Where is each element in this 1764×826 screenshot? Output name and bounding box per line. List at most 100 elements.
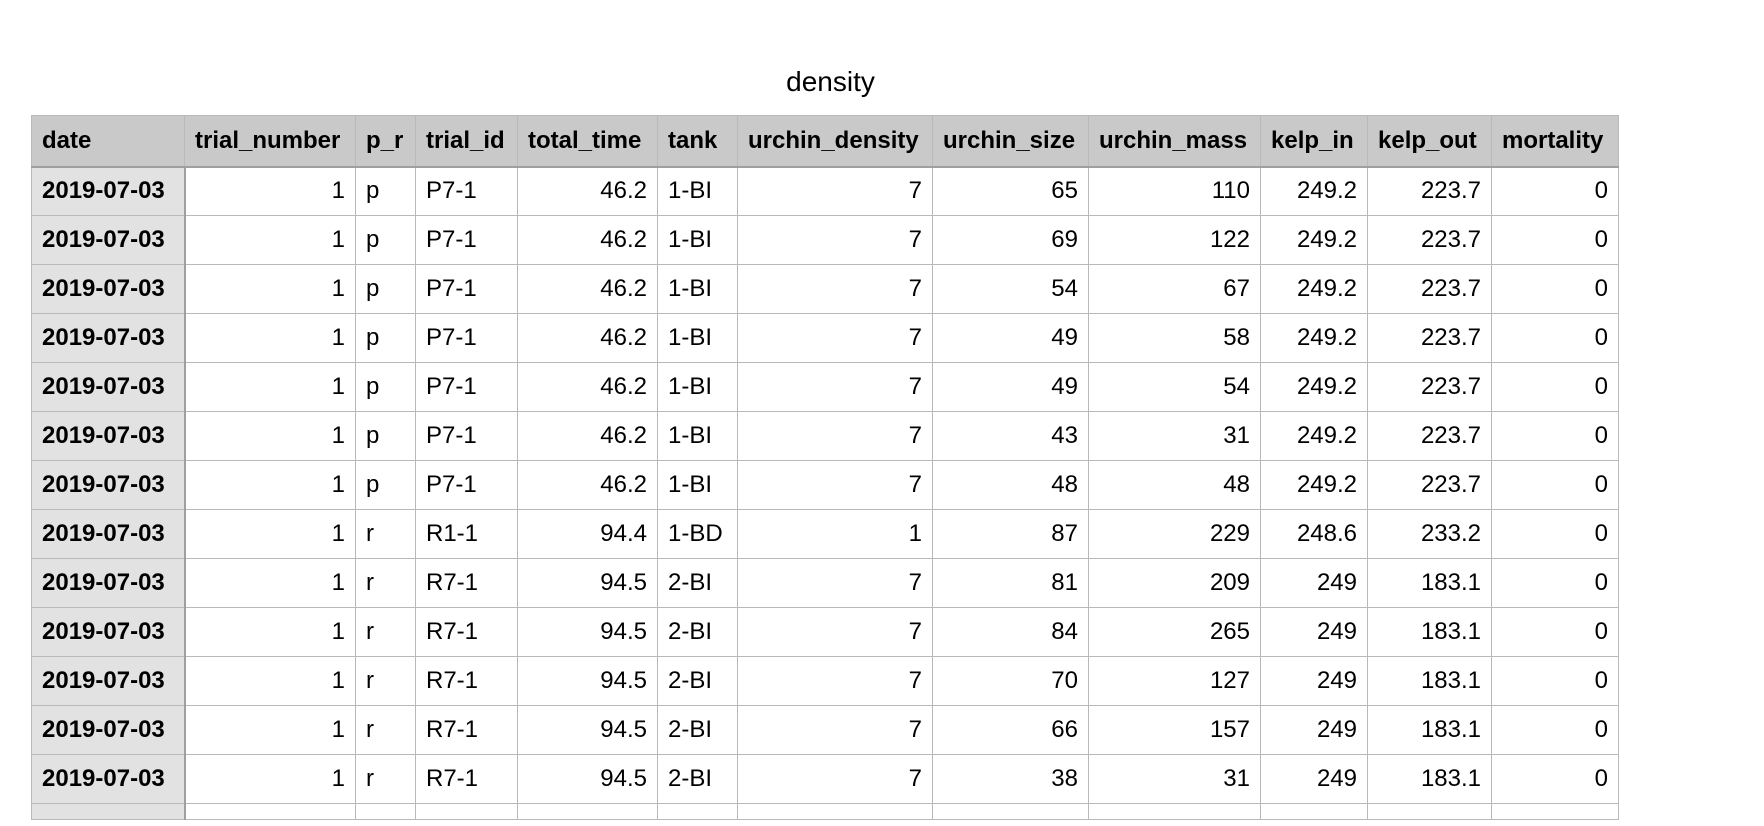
cell-tank[interactable]: 2-BI: [657, 754, 738, 804]
cell-total-time[interactable]: 94.4: [517, 509, 658, 559]
cell-date[interactable]: 2019-07-03: [31, 607, 186, 657]
cell-urchin-density[interactable]: 7: [737, 215, 933, 265]
cell-kelp-in[interactable]: 249: [1260, 754, 1368, 804]
cell-kelp-out[interactable]: 183.1: [1367, 656, 1492, 706]
cell-urchin-mass[interactable]: 31: [1088, 411, 1261, 461]
cell-urchin-mass[interactable]: 122: [1088, 215, 1261, 265]
cell-urchin-mass[interactable]: 265: [1088, 607, 1261, 657]
cell-kelp-in[interactable]: 249.2: [1260, 264, 1368, 314]
cell-date[interactable]: 2019-07-03: [31, 264, 186, 314]
cell-urchin-density[interactable]: 7: [737, 166, 933, 216]
cell-kelp-in[interactable]: 249.2: [1260, 215, 1368, 265]
cell-urchin-size[interactable]: 66: [932, 705, 1089, 755]
cell-trial-number[interactable]: 1: [184, 705, 356, 755]
cell-kelp-in[interactable]: 249.2: [1260, 166, 1368, 216]
cell-urchin-mass[interactable]: 209: [1088, 558, 1261, 608]
cell-urchin-size[interactable]: 69: [932, 215, 1089, 265]
cell-date[interactable]: 2019-07-03: [31, 215, 186, 265]
cell-tank[interactable]: 2-BI: [657, 656, 738, 706]
cell-urchin-mass[interactable]: 127: [1088, 656, 1261, 706]
cell-kelp-out[interactable]: 223.7: [1367, 362, 1492, 412]
cell-p-r[interactable]: r: [355, 705, 416, 755]
cell-trial-number[interactable]: 1: [184, 607, 356, 657]
cell-tank[interactable]: 2-BI: [657, 705, 738, 755]
cell-trial-id[interactable]: P7-1: [415, 411, 518, 461]
cell-trial-id[interactable]: P7-1: [415, 362, 518, 412]
cell-mortality[interactable]: 0: [1491, 558, 1619, 608]
cell-total-time[interactable]: 46.2: [517, 264, 658, 314]
column-header-trial-id[interactable]: trial_id: [415, 115, 518, 168]
cell-urchin-size[interactable]: 43: [932, 411, 1089, 461]
cell-date[interactable]: 2019-07-03: [31, 411, 186, 461]
cell-p-r[interactable]: p: [355, 411, 416, 461]
cell-total-time[interactable]: 94.5: [517, 558, 658, 608]
cell-trial-id[interactable]: R7-1: [415, 705, 518, 755]
cell-kelp-in[interactable]: 249.2: [1260, 362, 1368, 412]
cell-urchin-size[interactable]: 65: [932, 166, 1089, 216]
cell-urchin-density[interactable]: 7: [737, 754, 933, 804]
cell-tank[interactable]: 1-BI: [657, 313, 738, 363]
cell-trial-number[interactable]: 1: [184, 754, 356, 804]
column-header-kelp-out[interactable]: kelp_out: [1367, 115, 1492, 168]
cell-date[interactable]: 2019-07-03: [31, 166, 186, 216]
cell-urchin-mass[interactable]: 67: [1088, 264, 1261, 314]
cell-trial-id[interactable]: P7-1: [415, 215, 518, 265]
cell-p-r[interactable]: p: [355, 264, 416, 314]
cell-kelp-out[interactable]: 233.2: [1367, 509, 1492, 559]
cell-tank[interactable]: 1-BD: [657, 509, 738, 559]
cell-urchin-size[interactable]: 70: [932, 656, 1089, 706]
cell-tank[interactable]: 1-BI: [657, 411, 738, 461]
cell-total-time[interactable]: 46.2: [517, 362, 658, 412]
cell-tank[interactable]: 1-BI: [657, 264, 738, 314]
cell-trial-id[interactable]: R7-1: [415, 607, 518, 657]
cell-urchin-density[interactable]: 7: [737, 705, 933, 755]
cell-mortality[interactable]: 0: [1491, 509, 1619, 559]
cell-tank[interactable]: 1-BI: [657, 460, 738, 510]
cell-date[interactable]: 2019-07-03: [31, 558, 186, 608]
cell-p-r[interactable]: r: [355, 509, 416, 559]
cell-kelp-in[interactable]: 249: [1260, 558, 1368, 608]
cell-mortality[interactable]: 0: [1491, 705, 1619, 755]
cell-urchin-size[interactable]: 49: [932, 362, 1089, 412]
column-header-date[interactable]: date: [31, 115, 185, 168]
cell-urchin-density[interactable]: 7: [737, 362, 933, 412]
cell-urchin-density[interactable]: 7: [737, 264, 933, 314]
cell-urchin-density[interactable]: 1: [737, 509, 933, 559]
column-header-urchin-size[interactable]: urchin_size: [932, 115, 1089, 168]
column-header-urchin-mass[interactable]: urchin_mass: [1088, 115, 1261, 168]
cell-trial-number[interactable]: 1: [184, 558, 356, 608]
cell-urchin-density[interactable]: 7: [737, 411, 933, 461]
cell-date[interactable]: 2019-07-03: [31, 460, 186, 510]
cell-urchin-mass[interactable]: 58: [1088, 313, 1261, 363]
cell-date[interactable]: 2019-07-03: [31, 705, 186, 755]
cell-mortality[interactable]: 0: [1491, 215, 1619, 265]
cell-kelp-out[interactable]: 183.1: [1367, 607, 1492, 657]
cell-urchin-size[interactable]: 38: [932, 754, 1089, 804]
cell-kelp-in[interactable]: 248.6: [1260, 509, 1368, 559]
cell-date[interactable]: 2019-07-03: [31, 313, 186, 363]
cell-kelp-out[interactable]: 223.7: [1367, 411, 1492, 461]
cell-date[interactable]: 2019-07-03: [31, 656, 186, 706]
cell-urchin-size[interactable]: 54: [932, 264, 1089, 314]
cell-p-r[interactable]: r: [355, 558, 416, 608]
cell-trial-number[interactable]: 1: [184, 411, 356, 461]
cell-tank[interactable]: 1-BI: [657, 215, 738, 265]
cell-trial-number[interactable]: 1: [184, 215, 356, 265]
column-header-p-r[interactable]: p_r: [355, 115, 416, 168]
cell-trial-number[interactable]: 1: [184, 166, 356, 216]
cell-tank[interactable]: 2-BI: [657, 607, 738, 657]
cell-urchin-size[interactable]: 84: [932, 607, 1089, 657]
cell-kelp-out[interactable]: 183.1: [1367, 705, 1492, 755]
cell-kelp-in[interactable]: 249: [1260, 705, 1368, 755]
cell-trial-id[interactable]: R7-1: [415, 558, 518, 608]
cell-p-r[interactable]: p: [355, 215, 416, 265]
cell-mortality[interactable]: 0: [1491, 166, 1619, 216]
cell-urchin-mass[interactable]: 110: [1088, 166, 1261, 216]
cell-total-time[interactable]: 94.5: [517, 754, 658, 804]
cell-total-time[interactable]: 94.5: [517, 607, 658, 657]
cell-urchin-mass[interactable]: 157: [1088, 705, 1261, 755]
cell-trial-id[interactable]: R1-1: [415, 509, 518, 559]
cell-total-time[interactable]: 46.2: [517, 166, 658, 216]
cell-trial-id[interactable]: R7-1: [415, 754, 518, 804]
cell-kelp-out[interactable]: 183.1: [1367, 754, 1492, 804]
